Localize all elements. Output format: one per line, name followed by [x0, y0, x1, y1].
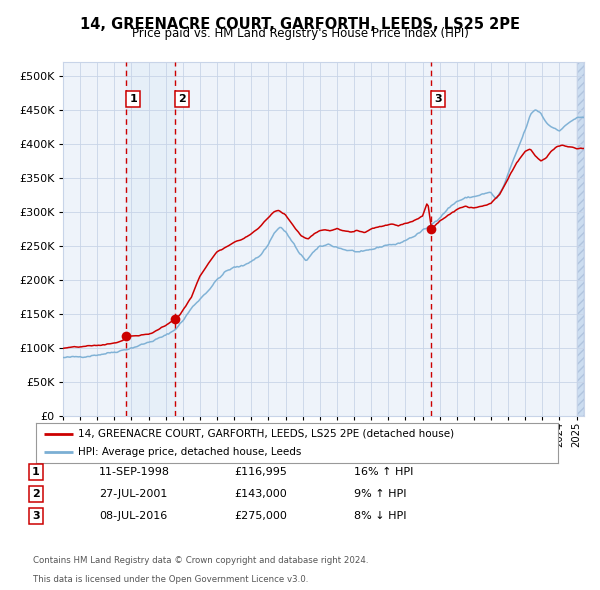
Text: £275,000: £275,000 — [234, 511, 287, 520]
Text: Price paid vs. HM Land Registry's House Price Index (HPI): Price paid vs. HM Land Registry's House … — [131, 27, 469, 40]
Text: 3: 3 — [434, 94, 442, 104]
Text: 14, GREENACRE COURT, GARFORTH, LEEDS, LS25 2PE: 14, GREENACRE COURT, GARFORTH, LEEDS, LS… — [80, 17, 520, 31]
Text: 14, GREENACRE COURT, GARFORTH, LEEDS, LS25 2PE (detached house): 14, GREENACRE COURT, GARFORTH, LEEDS, LS… — [78, 429, 454, 439]
Text: 11-SEP-1998: 11-SEP-1998 — [99, 467, 170, 477]
Text: 2: 2 — [32, 489, 40, 499]
Text: 2: 2 — [179, 94, 187, 104]
Text: 27-JUL-2001: 27-JUL-2001 — [99, 489, 167, 499]
Text: 1: 1 — [129, 94, 137, 104]
Text: HPI: Average price, detached house, Leeds: HPI: Average price, detached house, Leed… — [78, 447, 301, 457]
Text: 9% ↑ HPI: 9% ↑ HPI — [354, 489, 407, 499]
Text: 3: 3 — [32, 511, 40, 520]
Bar — [126, 62, 175, 416]
Text: £116,995: £116,995 — [234, 467, 287, 477]
Text: This data is licensed under the Open Government Licence v3.0.: This data is licensed under the Open Gov… — [33, 575, 308, 584]
Text: 1: 1 — [32, 467, 40, 477]
Text: Contains HM Land Registry data © Crown copyright and database right 2024.: Contains HM Land Registry data © Crown c… — [33, 556, 368, 565]
Text: £143,000: £143,000 — [234, 489, 287, 499]
Text: 8% ↓ HPI: 8% ↓ HPI — [354, 511, 407, 520]
Text: 16% ↑ HPI: 16% ↑ HPI — [354, 467, 413, 477]
Text: 08-JUL-2016: 08-JUL-2016 — [99, 511, 167, 520]
